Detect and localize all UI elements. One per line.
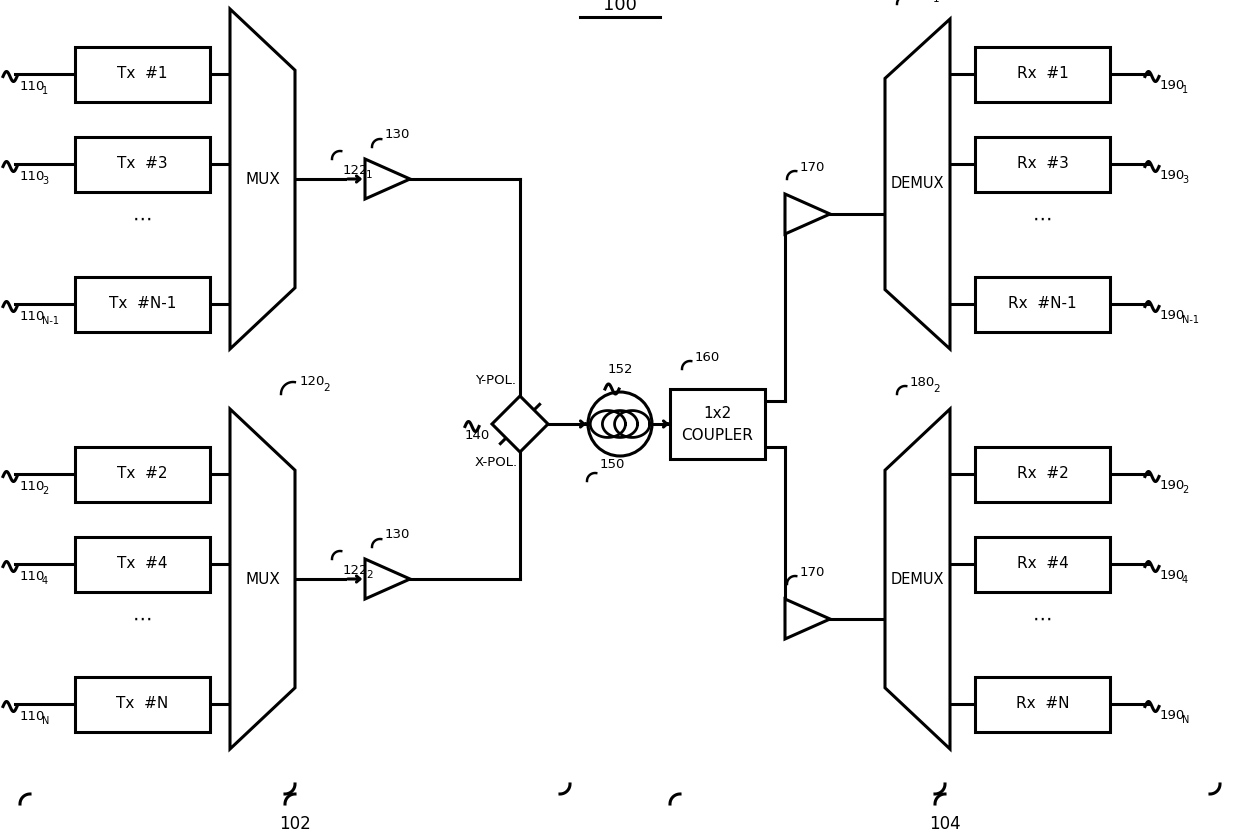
Text: 170: 170 bbox=[800, 566, 826, 579]
Polygon shape bbox=[365, 559, 410, 599]
Text: 110: 110 bbox=[20, 480, 46, 493]
Text: 140: 140 bbox=[465, 429, 490, 442]
Text: 122: 122 bbox=[343, 564, 368, 577]
Text: N-1: N-1 bbox=[1182, 315, 1199, 325]
Text: DEMUX: DEMUX bbox=[890, 571, 944, 586]
Text: Rx  #2: Rx #2 bbox=[1017, 466, 1069, 482]
Text: 190: 190 bbox=[1159, 169, 1185, 182]
Text: 110: 110 bbox=[20, 310, 46, 323]
Text: ⋯: ⋯ bbox=[1033, 210, 1053, 228]
Text: 1: 1 bbox=[42, 86, 48, 96]
Text: 170: 170 bbox=[800, 161, 826, 174]
Text: Tx  #2: Tx #2 bbox=[118, 466, 167, 482]
Text: ⋯: ⋯ bbox=[133, 609, 153, 628]
Text: 130: 130 bbox=[384, 528, 410, 541]
Polygon shape bbox=[885, 409, 950, 749]
Text: 110: 110 bbox=[20, 710, 46, 723]
Text: N: N bbox=[42, 716, 50, 726]
Text: N: N bbox=[1182, 715, 1189, 725]
Bar bbox=[74, 446, 210, 502]
Text: 1x2: 1x2 bbox=[703, 407, 732, 421]
Text: 4: 4 bbox=[1182, 575, 1188, 585]
Text: DEMUX: DEMUX bbox=[890, 176, 944, 191]
Text: ⋯: ⋯ bbox=[133, 210, 153, 228]
Polygon shape bbox=[785, 194, 830, 234]
Text: 1: 1 bbox=[366, 170, 373, 180]
Bar bbox=[670, 389, 765, 459]
Text: ⋯: ⋯ bbox=[1033, 609, 1053, 628]
Polygon shape bbox=[785, 599, 830, 639]
Text: 104: 104 bbox=[929, 815, 961, 833]
Text: 3: 3 bbox=[1182, 175, 1188, 185]
Text: 180: 180 bbox=[910, 376, 935, 389]
Text: Rx  #N-1: Rx #N-1 bbox=[1008, 296, 1076, 311]
Text: Tx  #3: Tx #3 bbox=[118, 157, 167, 171]
Text: 100: 100 bbox=[603, 0, 637, 14]
Text: 4: 4 bbox=[42, 576, 48, 586]
Text: 2: 2 bbox=[1182, 485, 1188, 495]
Text: MUX: MUX bbox=[246, 571, 280, 586]
Text: 110: 110 bbox=[20, 80, 46, 93]
Bar bbox=[975, 137, 1110, 191]
Polygon shape bbox=[365, 159, 410, 199]
Text: 160: 160 bbox=[694, 351, 720, 364]
Bar bbox=[975, 446, 1110, 502]
Bar bbox=[74, 137, 210, 191]
Text: 1: 1 bbox=[1182, 85, 1188, 95]
Text: 2: 2 bbox=[366, 570, 373, 580]
Text: 2: 2 bbox=[322, 383, 330, 393]
Text: 1: 1 bbox=[932, 0, 940, 4]
Text: 2: 2 bbox=[42, 486, 48, 496]
Text: COUPLER: COUPLER bbox=[682, 429, 754, 444]
Text: X-POL.: X-POL. bbox=[475, 456, 518, 469]
Text: 130: 130 bbox=[384, 128, 410, 141]
Text: 102: 102 bbox=[279, 815, 311, 833]
Text: MUX: MUX bbox=[246, 171, 280, 186]
Text: Rx  #4: Rx #4 bbox=[1017, 556, 1069, 571]
Text: 122: 122 bbox=[343, 164, 368, 177]
Text: Rx  #3: Rx #3 bbox=[1017, 157, 1069, 171]
Text: 150: 150 bbox=[600, 458, 625, 471]
Bar bbox=[74, 46, 210, 102]
Bar bbox=[74, 277, 210, 331]
Text: 190: 190 bbox=[1159, 79, 1185, 92]
Text: N-1: N-1 bbox=[42, 316, 60, 326]
Polygon shape bbox=[229, 9, 295, 349]
Text: 2: 2 bbox=[932, 384, 940, 394]
Text: 110: 110 bbox=[20, 570, 46, 583]
Text: 110: 110 bbox=[20, 170, 46, 183]
Text: 190: 190 bbox=[1159, 309, 1185, 322]
Bar bbox=[975, 46, 1110, 102]
Text: 3: 3 bbox=[42, 176, 48, 186]
Polygon shape bbox=[229, 409, 295, 749]
Text: Tx  #N: Tx #N bbox=[117, 696, 169, 711]
Text: Tx  #N-1: Tx #N-1 bbox=[109, 296, 176, 311]
Text: Tx  #1: Tx #1 bbox=[118, 66, 167, 81]
Text: 190: 190 bbox=[1159, 479, 1185, 492]
Text: 120: 120 bbox=[300, 375, 325, 388]
Bar bbox=[74, 676, 210, 732]
Text: Y-POL.: Y-POL. bbox=[475, 374, 516, 387]
Polygon shape bbox=[885, 19, 950, 349]
Text: 190: 190 bbox=[1159, 709, 1185, 722]
Text: 190: 190 bbox=[1159, 569, 1185, 582]
Text: Rx  #N: Rx #N bbox=[1016, 696, 1069, 711]
Text: Rx  #1: Rx #1 bbox=[1017, 66, 1069, 81]
Circle shape bbox=[588, 392, 652, 456]
Text: Tx  #4: Tx #4 bbox=[118, 556, 167, 571]
Bar bbox=[975, 536, 1110, 591]
Bar bbox=[975, 676, 1110, 732]
Text: 152: 152 bbox=[608, 363, 634, 376]
Bar bbox=[975, 277, 1110, 331]
Bar bbox=[74, 536, 210, 591]
Polygon shape bbox=[492, 396, 548, 452]
